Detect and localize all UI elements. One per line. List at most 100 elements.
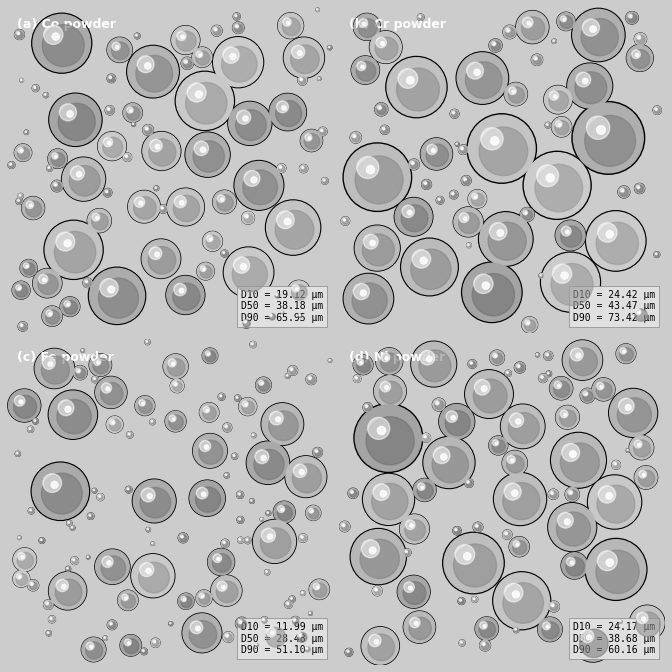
Circle shape — [637, 36, 640, 39]
Circle shape — [104, 637, 106, 638]
Circle shape — [422, 179, 431, 190]
Circle shape — [87, 556, 90, 558]
Circle shape — [476, 526, 478, 527]
Circle shape — [470, 362, 475, 368]
Circle shape — [286, 374, 290, 378]
Circle shape — [558, 384, 560, 387]
Circle shape — [298, 313, 303, 319]
Circle shape — [20, 259, 37, 277]
Circle shape — [626, 449, 630, 452]
Circle shape — [134, 33, 140, 39]
Circle shape — [179, 533, 187, 542]
Circle shape — [350, 132, 362, 143]
Circle shape — [89, 267, 146, 325]
Circle shape — [233, 22, 244, 33]
Circle shape — [167, 359, 185, 376]
Circle shape — [64, 240, 71, 247]
Circle shape — [634, 33, 646, 45]
Circle shape — [147, 528, 150, 532]
Circle shape — [49, 93, 102, 146]
Circle shape — [274, 292, 280, 298]
Circle shape — [288, 281, 310, 302]
Circle shape — [618, 186, 630, 198]
Circle shape — [106, 106, 114, 115]
Circle shape — [34, 349, 75, 388]
Circle shape — [280, 167, 281, 168]
Circle shape — [98, 495, 101, 497]
Circle shape — [614, 462, 620, 468]
Circle shape — [419, 350, 451, 382]
Circle shape — [238, 493, 240, 495]
Circle shape — [18, 536, 21, 540]
Circle shape — [83, 278, 92, 287]
Circle shape — [265, 570, 269, 575]
Circle shape — [546, 353, 548, 356]
Circle shape — [573, 622, 613, 662]
Circle shape — [48, 616, 55, 623]
Circle shape — [573, 9, 624, 60]
Circle shape — [242, 212, 255, 224]
Circle shape — [301, 79, 302, 80]
Circle shape — [217, 195, 233, 211]
Circle shape — [177, 32, 186, 40]
Circle shape — [150, 139, 162, 152]
Circle shape — [410, 524, 413, 528]
Circle shape — [374, 588, 378, 591]
Circle shape — [636, 612, 661, 636]
Circle shape — [304, 134, 320, 149]
Circle shape — [103, 138, 113, 146]
Circle shape — [206, 351, 210, 356]
Circle shape — [16, 574, 22, 579]
Circle shape — [520, 208, 534, 222]
Circle shape — [224, 425, 228, 427]
Circle shape — [245, 214, 249, 218]
Circle shape — [600, 386, 603, 388]
Circle shape — [459, 640, 465, 646]
Circle shape — [269, 93, 306, 130]
Circle shape — [438, 198, 440, 200]
Circle shape — [480, 640, 490, 650]
Circle shape — [544, 351, 552, 360]
Circle shape — [108, 38, 132, 62]
Circle shape — [196, 591, 212, 605]
Circle shape — [471, 363, 472, 364]
Circle shape — [197, 263, 214, 280]
Circle shape — [89, 514, 91, 516]
Circle shape — [131, 554, 175, 597]
Circle shape — [409, 617, 431, 640]
Circle shape — [28, 508, 34, 514]
Circle shape — [13, 548, 36, 571]
Circle shape — [183, 614, 221, 652]
Circle shape — [108, 74, 116, 83]
Circle shape — [474, 196, 476, 198]
Circle shape — [556, 512, 591, 546]
Circle shape — [550, 377, 572, 399]
Circle shape — [118, 591, 138, 610]
Circle shape — [146, 341, 148, 342]
Circle shape — [424, 437, 474, 487]
Circle shape — [190, 621, 203, 634]
Circle shape — [112, 421, 114, 423]
Circle shape — [493, 572, 551, 630]
Circle shape — [261, 623, 289, 650]
Circle shape — [212, 37, 263, 87]
Circle shape — [521, 17, 545, 40]
Circle shape — [545, 122, 550, 128]
Circle shape — [450, 191, 458, 199]
Circle shape — [573, 622, 612, 661]
Circle shape — [380, 126, 389, 134]
Circle shape — [233, 257, 267, 292]
Circle shape — [450, 190, 458, 199]
Circle shape — [277, 211, 294, 228]
Circle shape — [151, 638, 160, 647]
Circle shape — [616, 344, 636, 364]
Circle shape — [632, 306, 649, 323]
Circle shape — [458, 145, 468, 155]
Circle shape — [235, 395, 241, 401]
Circle shape — [235, 24, 243, 32]
Circle shape — [362, 628, 398, 664]
Circle shape — [270, 94, 306, 130]
Circle shape — [516, 364, 524, 372]
Circle shape — [516, 11, 549, 44]
Circle shape — [385, 386, 388, 390]
